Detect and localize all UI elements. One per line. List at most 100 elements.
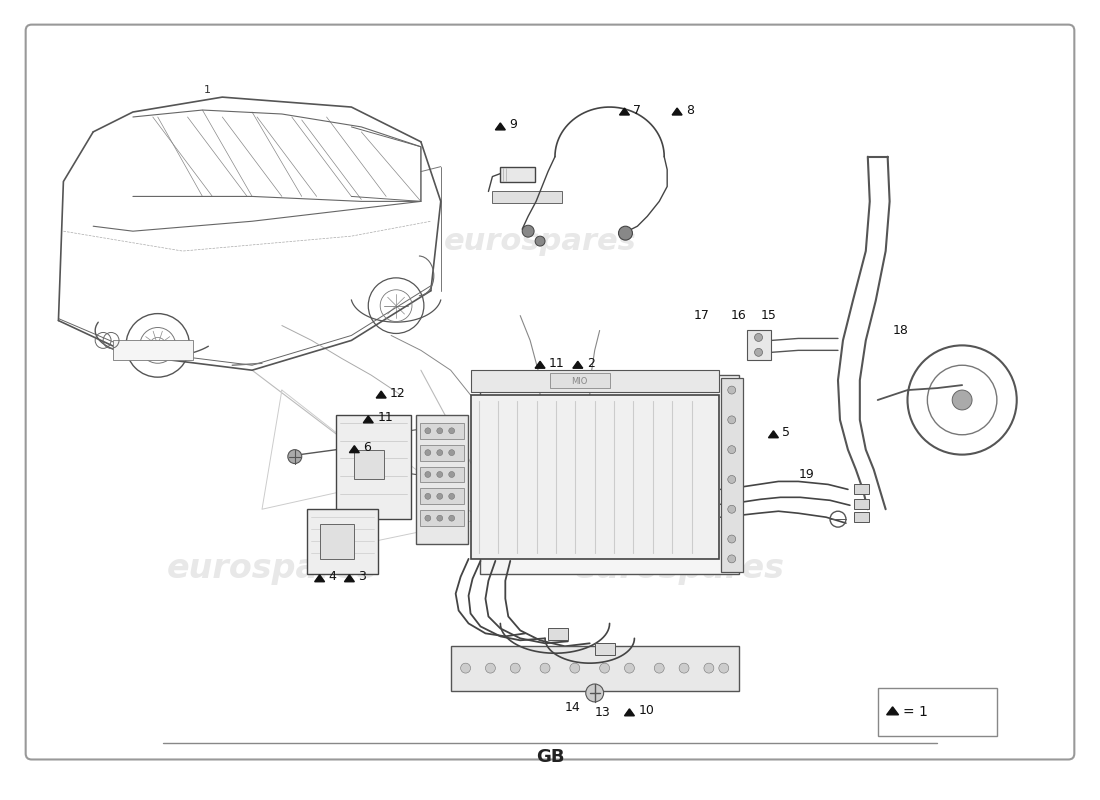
Circle shape <box>485 663 495 673</box>
Circle shape <box>728 535 736 543</box>
Text: 13: 13 <box>595 706 610 719</box>
Circle shape <box>728 446 736 454</box>
Bar <box>307 510 378 574</box>
Bar <box>354 450 384 479</box>
Circle shape <box>449 494 454 499</box>
Polygon shape <box>672 108 682 115</box>
Circle shape <box>437 515 442 521</box>
Polygon shape <box>376 391 386 398</box>
Circle shape <box>288 450 301 463</box>
Bar <box>720 378 742 572</box>
Text: 5: 5 <box>782 426 791 439</box>
Bar <box>320 524 354 559</box>
Circle shape <box>437 450 442 456</box>
Polygon shape <box>344 574 354 582</box>
Circle shape <box>618 226 632 240</box>
Circle shape <box>437 428 442 434</box>
Bar <box>550 373 609 388</box>
Text: GB: GB <box>536 749 564 766</box>
Text: 10: 10 <box>638 704 654 718</box>
Polygon shape <box>535 362 544 368</box>
Circle shape <box>728 506 736 514</box>
Circle shape <box>728 555 736 563</box>
Circle shape <box>600 663 609 673</box>
Text: 12: 12 <box>390 386 406 399</box>
Circle shape <box>625 663 635 673</box>
Text: 1: 1 <box>204 85 211 95</box>
Circle shape <box>449 515 454 521</box>
Circle shape <box>449 428 454 434</box>
Text: eurospares: eurospares <box>443 226 637 256</box>
Text: 15: 15 <box>760 309 777 322</box>
Bar <box>854 485 869 494</box>
Polygon shape <box>625 709 635 716</box>
Bar <box>451 646 739 691</box>
Bar <box>854 499 869 510</box>
Circle shape <box>425 428 431 434</box>
FancyBboxPatch shape <box>25 25 1075 759</box>
Circle shape <box>718 663 728 673</box>
Bar <box>420 423 463 438</box>
Circle shape <box>679 663 689 673</box>
Bar <box>337 415 411 519</box>
Text: 18: 18 <box>892 324 909 337</box>
Bar <box>420 488 463 504</box>
Circle shape <box>461 663 471 673</box>
Bar <box>471 395 718 559</box>
Bar <box>471 370 718 392</box>
Text: 7: 7 <box>634 103 641 117</box>
Bar <box>595 643 615 655</box>
Text: 4: 4 <box>329 570 337 583</box>
Bar <box>481 375 739 574</box>
Polygon shape <box>887 707 899 714</box>
Polygon shape <box>495 123 505 130</box>
Circle shape <box>755 334 762 342</box>
Circle shape <box>425 515 431 521</box>
Circle shape <box>654 663 664 673</box>
Bar <box>420 445 463 461</box>
Polygon shape <box>315 574 324 582</box>
Text: 6: 6 <box>363 441 371 454</box>
Circle shape <box>449 450 454 456</box>
Circle shape <box>522 226 535 237</box>
Polygon shape <box>619 108 629 115</box>
Circle shape <box>437 494 442 499</box>
Circle shape <box>535 236 544 246</box>
Text: 17: 17 <box>694 309 710 322</box>
Circle shape <box>425 471 431 478</box>
Text: = 1: = 1 <box>902 705 927 719</box>
Bar <box>420 466 463 482</box>
Bar <box>747 330 771 360</box>
Bar <box>878 688 997 736</box>
Circle shape <box>425 450 431 456</box>
Circle shape <box>437 471 442 478</box>
Text: 11: 11 <box>549 357 564 370</box>
Bar <box>500 166 535 182</box>
Text: 3: 3 <box>359 570 366 583</box>
Bar <box>548 629 568 640</box>
Circle shape <box>728 416 736 424</box>
Circle shape <box>585 684 604 702</box>
Circle shape <box>570 663 580 673</box>
Polygon shape <box>350 446 360 453</box>
Text: 14: 14 <box>565 702 581 714</box>
Circle shape <box>728 475 736 483</box>
Bar <box>493 191 562 203</box>
Bar <box>854 512 869 522</box>
Text: 19: 19 <box>799 468 814 481</box>
Text: 16: 16 <box>730 309 747 322</box>
Circle shape <box>728 386 736 394</box>
Bar <box>416 415 468 544</box>
Circle shape <box>510 663 520 673</box>
Polygon shape <box>769 430 779 438</box>
Polygon shape <box>363 416 373 423</box>
Circle shape <box>449 471 454 478</box>
Circle shape <box>425 494 431 499</box>
Text: 11: 11 <box>377 411 393 424</box>
Circle shape <box>755 348 762 356</box>
Bar <box>113 341 192 360</box>
Bar <box>420 510 463 526</box>
Circle shape <box>540 663 550 673</box>
Text: 9: 9 <box>509 118 517 131</box>
Circle shape <box>704 663 714 673</box>
